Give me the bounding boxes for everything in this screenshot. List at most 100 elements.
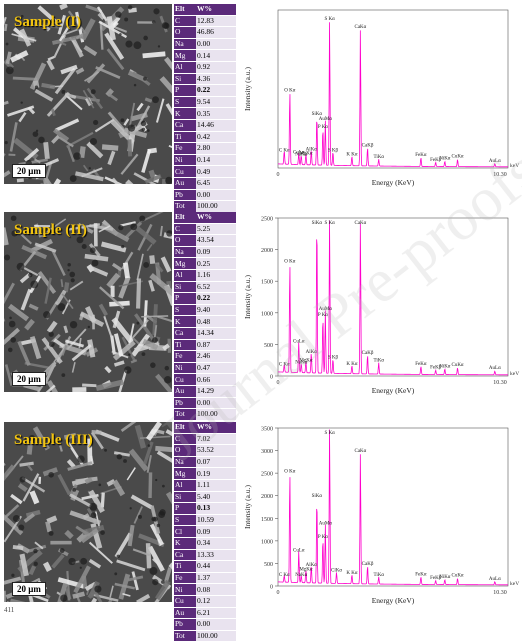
y-tick-label: 500 xyxy=(264,562,273,568)
element-symbol: Ti xyxy=(174,561,196,573)
peak-label: CaKα xyxy=(354,25,366,30)
x-unit-label: keV xyxy=(510,371,519,377)
element-symbol: Pb xyxy=(174,619,196,631)
y-tick-label: 1500 xyxy=(261,280,273,286)
sem-micrograph xyxy=(4,422,172,602)
peak-label: S Kα xyxy=(324,17,335,22)
x-tick-label: 10.30 xyxy=(493,172,507,178)
weight-percent: 2.80 xyxy=(196,143,236,155)
weight-percent: 2.46 xyxy=(196,351,236,363)
element-symbol: Tot xyxy=(174,630,196,642)
sem-image: Sample (I) 20 μm xyxy=(4,4,172,184)
peak-label: CuKα xyxy=(451,155,463,160)
element-symbol: Ti xyxy=(174,131,196,143)
x-unit-label: keV xyxy=(510,163,519,169)
y-tick-label: 500 xyxy=(264,343,273,349)
peak-label: S Kα xyxy=(324,431,335,436)
peak-label: MgKα xyxy=(299,359,313,364)
scale-bar: 20 μm xyxy=(12,164,46,178)
element-symbol: Si xyxy=(174,491,196,503)
weight-percent: 7.02 xyxy=(196,433,236,445)
element-symbol: Na xyxy=(174,246,196,258)
peak-label: CaKα xyxy=(354,449,366,454)
weight-percent: 0.44 xyxy=(196,561,236,573)
peak-label: TiKα xyxy=(373,573,384,578)
weight-percent: 9.54 xyxy=(196,96,236,108)
peak-label: O Kα xyxy=(284,88,295,93)
element-symbol: Na xyxy=(174,38,196,50)
peak-label: TiKα xyxy=(373,155,384,160)
peak-label: K Kα xyxy=(346,571,357,576)
weight-percent: 1.37 xyxy=(196,572,236,584)
element-symbol: Au xyxy=(174,607,196,619)
weight-percent: 0.12 xyxy=(196,595,236,607)
weight-percent: 10.59 xyxy=(196,514,236,526)
weight-percent: 43.54 xyxy=(196,235,236,247)
element-symbol: P xyxy=(174,293,196,305)
element-symbol: S xyxy=(174,304,196,316)
peak-label: AuMα xyxy=(319,307,333,312)
peak-label: AlKα xyxy=(306,563,318,568)
weight-percent: 6.21 xyxy=(196,607,236,619)
element-symbol: Fe xyxy=(174,351,196,363)
element-symbol: Fe xyxy=(174,143,196,155)
weight-percent: 0.92 xyxy=(196,61,236,73)
plot-area xyxy=(278,10,508,168)
peak-label: C Kα xyxy=(279,148,290,153)
element-symbol: C xyxy=(174,223,196,235)
peak-label: AuMα xyxy=(319,521,333,526)
sample-label: Sample (I) xyxy=(14,14,81,31)
peak-label: TiKα xyxy=(373,359,384,364)
element-symbol: O xyxy=(174,445,196,457)
element-symbol: Ca xyxy=(174,549,196,561)
y-axis-label: Intensity (a.u.) xyxy=(243,275,252,319)
weight-percent: 0.09 xyxy=(196,246,236,258)
x-axis-label: Energy (KeV) xyxy=(372,178,415,187)
header-weight: W% xyxy=(196,422,236,433)
weight-percent: 5.40 xyxy=(196,491,236,503)
element-symbol: K xyxy=(174,316,196,328)
y-tick-label: 3000 xyxy=(261,449,273,455)
y-tick-label: 2000 xyxy=(261,494,273,500)
sem-image: Sample (III) 20 μm xyxy=(4,422,172,602)
peak-label: AuLα xyxy=(489,577,501,582)
weight-percent: 0.08 xyxy=(196,584,236,596)
element-symbol: Ni xyxy=(174,584,196,596)
element-symbol: O xyxy=(174,235,196,247)
peak-label: FeKα xyxy=(415,572,427,577)
weight-percent: 0.00 xyxy=(196,397,236,409)
weight-percent: 0.19 xyxy=(196,468,236,480)
weight-percent: 0.00 xyxy=(196,38,236,50)
x-tick-label: 0 xyxy=(277,172,280,178)
y-axis-label: Intensity (a.u.) xyxy=(243,67,252,111)
peak-label: SiKα xyxy=(312,494,323,499)
element-symbol: Au xyxy=(174,385,196,397)
header-element: Elt xyxy=(174,4,196,15)
weight-percent: 0.25 xyxy=(196,258,236,270)
weight-percent: 0.47 xyxy=(196,362,236,374)
weight-percent: 0.66 xyxy=(196,374,236,386)
